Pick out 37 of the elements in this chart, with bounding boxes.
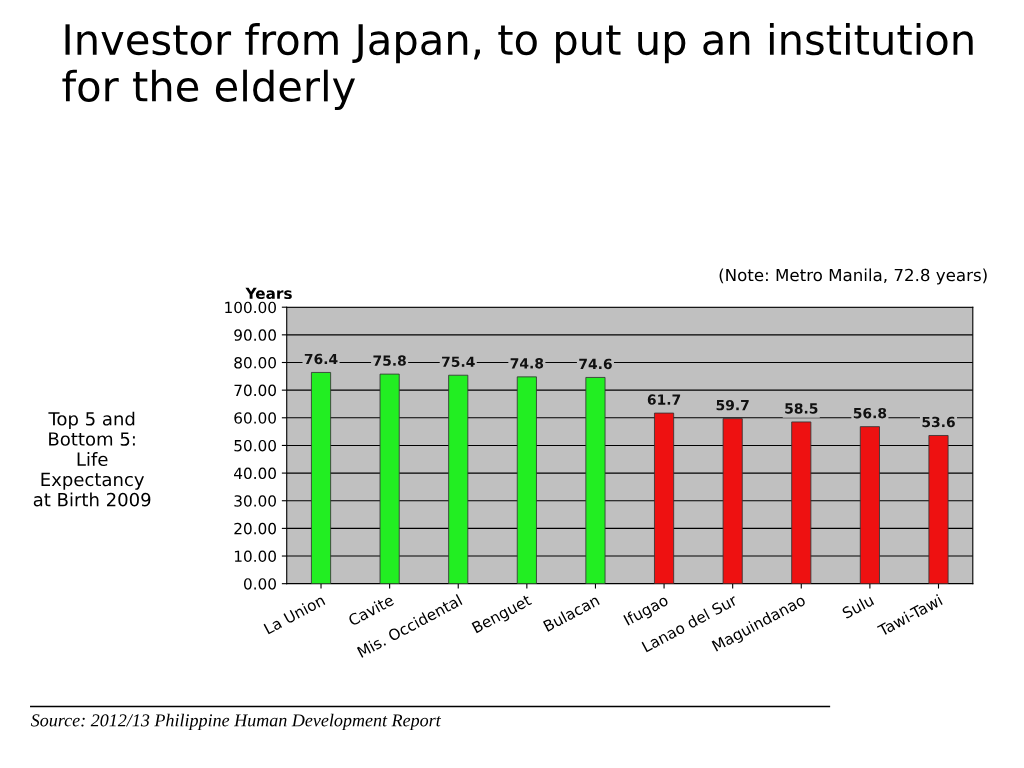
bar xyxy=(585,377,606,584)
data-label: 76.4 xyxy=(304,353,338,365)
data-label: 56.8 xyxy=(853,407,887,419)
bar xyxy=(791,421,812,584)
y-tick-label: 0.00 xyxy=(243,578,276,590)
bar xyxy=(448,374,469,584)
bar xyxy=(379,373,400,584)
data-label: 74.6 xyxy=(579,358,612,370)
y-tick-label: 30.00 xyxy=(234,495,276,507)
y-tick-label: 20.00 xyxy=(234,522,276,535)
bar xyxy=(722,418,743,584)
y-tick-label: 90.00 xyxy=(234,329,276,341)
text: Top 5 and Bottom 5: Life Expectancy at Birth 2009 xyxy=(33,411,151,507)
data-label: 59.7 xyxy=(716,399,749,411)
bar xyxy=(311,372,332,584)
chart-title: Investor from Japan, to put up an institution for the elderly xyxy=(62,23,973,111)
x-tick-label: Sulu xyxy=(841,594,875,620)
bar xyxy=(654,412,675,584)
data-label: 75.4 xyxy=(442,356,475,367)
y-tick-label: 40.00 xyxy=(234,467,276,480)
bar xyxy=(859,426,880,584)
y-tick-label: 50.00 xyxy=(234,439,276,452)
y-tick-label: 80.00 xyxy=(234,356,276,369)
y-tick-label: 100.00 xyxy=(225,301,276,314)
data-label: 53.6 xyxy=(922,416,955,428)
bar xyxy=(516,376,537,584)
y-axis-title: Years xyxy=(245,287,292,300)
text: (Note: Metro Manila, 72.8 years) xyxy=(719,268,987,285)
y-tick-label: 60.00 xyxy=(234,412,276,424)
data-label: 61.7 xyxy=(647,394,681,405)
data-label: 74.8 xyxy=(510,358,544,369)
y-tick-label: 10.00 xyxy=(234,550,276,563)
source-note: Source: 2012/13 Philippine Human Development Report xyxy=(30,713,442,731)
y-tick-label: 70.00 xyxy=(234,384,276,397)
bar xyxy=(928,435,949,584)
data-label: 58.5 xyxy=(785,403,818,414)
data-label: 75.8 xyxy=(373,355,406,366)
